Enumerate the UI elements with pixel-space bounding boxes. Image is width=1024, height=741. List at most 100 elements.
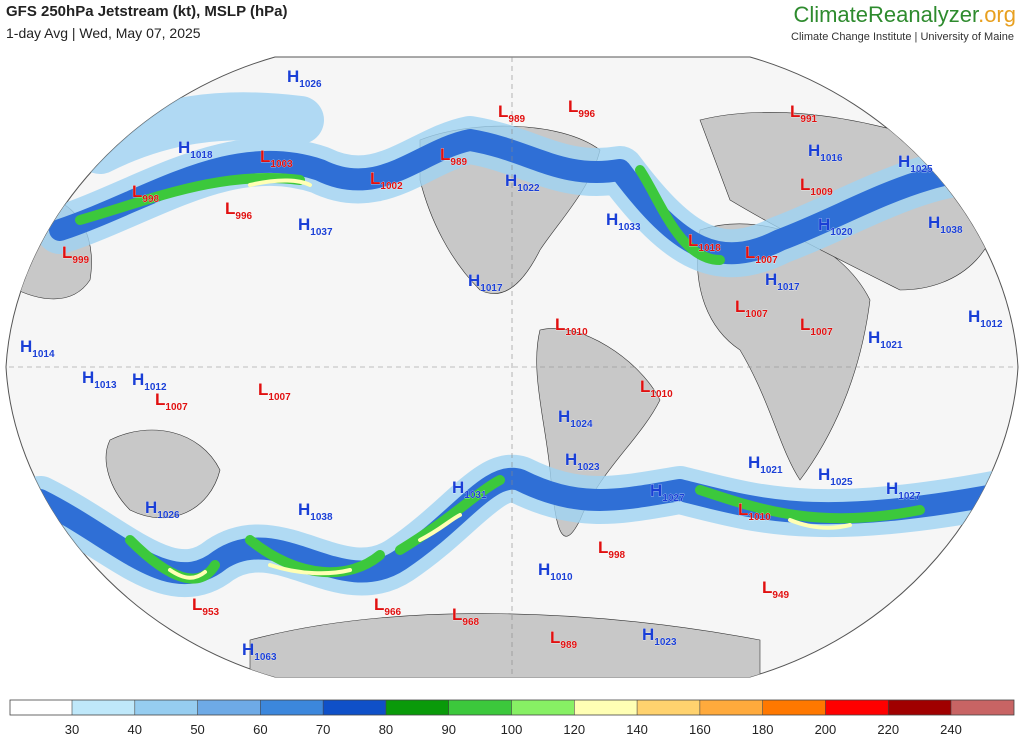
center-value: 1037: [310, 227, 333, 238]
center-value: 991: [800, 114, 817, 125]
center-type: H: [298, 500, 310, 519]
center-type: L: [745, 243, 755, 262]
center-value: 1018: [698, 243, 721, 254]
pressure-center: L1002: [370, 169, 403, 192]
colorbar-segment: [637, 700, 700, 715]
center-value: 996: [235, 211, 252, 222]
pressure-center: H1031: [452, 478, 487, 501]
center-type: H: [968, 307, 980, 326]
center-type: H: [298, 215, 310, 234]
colorbar-label: 160: [689, 722, 711, 737]
colorbar-label: 100: [501, 722, 523, 737]
center-value: 1021: [760, 465, 783, 476]
center-type: L: [192, 595, 202, 614]
pressure-center: L966: [374, 595, 402, 618]
colorbar-segment: [699, 700, 763, 715]
center-type: H: [145, 498, 157, 517]
pressure-center: H1038: [928, 213, 963, 236]
colorbar-segment: [888, 700, 951, 715]
pressure-center: H1023: [565, 450, 600, 473]
center-type: L: [800, 315, 810, 334]
center-type: H: [242, 640, 254, 659]
pressure-center: H1014: [20, 337, 55, 360]
colorbar-segment: [511, 700, 575, 715]
center-type: L: [440, 145, 450, 164]
colorbar-label: 70: [316, 722, 330, 737]
center-type: L: [62, 243, 72, 262]
center-type: L: [155, 390, 165, 409]
center-type: H: [565, 450, 577, 469]
colorbar-label: 30: [65, 722, 79, 737]
colorbar-segment: [72, 700, 135, 715]
center-type: L: [735, 297, 745, 316]
pressure-center: H1027: [650, 481, 685, 504]
colorbar-segment: [10, 700, 72, 715]
center-value: 1020: [830, 227, 853, 238]
center-value: 1010: [550, 572, 573, 583]
pressure-center: H1017: [468, 271, 503, 294]
center-value: 1027: [898, 491, 921, 502]
center-type: L: [452, 605, 462, 624]
center-type: L: [555, 315, 565, 334]
pressure-center: H1021: [748, 453, 783, 476]
pressure-center: H1023: [642, 625, 677, 648]
pressure-center: L1010: [738, 500, 771, 523]
center-value: 1022: [517, 183, 540, 194]
center-value: 966: [384, 607, 401, 618]
center-type: H: [132, 370, 144, 389]
pressure-center: H1025: [898, 152, 933, 175]
colorbar-segment: [762, 700, 826, 715]
colorbar-label: 60: [253, 722, 267, 737]
center-type: L: [762, 578, 772, 597]
center-value: 989: [508, 114, 525, 125]
center-value: 1012: [980, 319, 1003, 330]
center-type: L: [550, 628, 560, 647]
center-type: L: [800, 175, 810, 194]
pressure-center: L1007: [735, 297, 768, 320]
center-type: H: [606, 210, 618, 229]
colorbar-label: 140: [626, 722, 648, 737]
pressure-center: L989: [550, 628, 578, 651]
center-value: 1038: [310, 512, 333, 523]
pressure-center: L1007: [800, 315, 833, 338]
subtitle: 1-day Avg | Wed, May 07, 2025: [6, 25, 201, 41]
pressure-center: H1037: [298, 215, 333, 238]
colorbar-label: 90: [441, 722, 455, 737]
center-value: 1026: [299, 79, 322, 90]
center-type: H: [818, 215, 830, 234]
pressure-center: H1021: [868, 328, 903, 351]
pressure-center: H1012: [132, 370, 167, 393]
center-value: 1002: [380, 181, 403, 192]
center-type: L: [640, 377, 650, 396]
colorbar-segment: [197, 700, 261, 715]
center-value: 1010: [748, 512, 771, 523]
center-value: 1027: [662, 493, 685, 504]
colorbar-segment: [134, 700, 198, 715]
pressure-center: H1038: [298, 500, 333, 523]
center-value: 949: [772, 590, 789, 601]
center-type: L: [258, 380, 268, 399]
center-value: 1013: [94, 380, 117, 391]
center-type: H: [20, 337, 32, 356]
center-value: 1007: [755, 255, 778, 266]
pressure-center: L999: [62, 243, 90, 266]
center-value: 1026: [157, 510, 180, 521]
center-type: H: [538, 560, 550, 579]
center-type: H: [642, 625, 654, 644]
center-value: 1031: [464, 490, 487, 501]
center-type: H: [765, 270, 777, 289]
center-value: 1012: [144, 382, 167, 393]
center-type: H: [808, 141, 820, 160]
colorbar-label: 80: [379, 722, 393, 737]
pressure-center: H1026: [145, 498, 180, 521]
center-type: L: [568, 97, 578, 116]
pressure-center: H1022: [505, 171, 540, 194]
pressure-center: L1003: [260, 147, 293, 170]
center-type: H: [452, 478, 464, 497]
center-value: 1010: [565, 327, 588, 338]
center-value: 1023: [577, 462, 600, 473]
center-type: H: [928, 213, 940, 232]
colorbar-label: 50: [190, 722, 204, 737]
